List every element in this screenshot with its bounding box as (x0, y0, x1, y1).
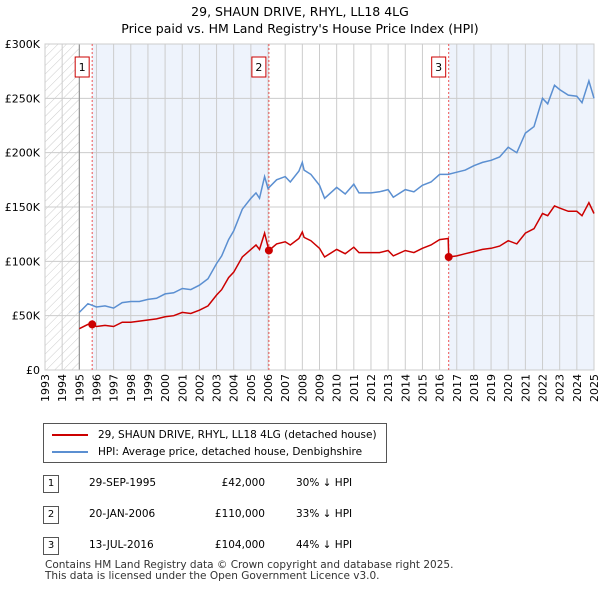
x-tick-label: 2013 (382, 374, 395, 402)
x-tick-label: 2016 (434, 374, 447, 402)
x-tick-label: 1994 (56, 374, 69, 402)
y-tick-label: £250K (5, 92, 41, 105)
sale-hpi: 33% ↓ HPI (296, 508, 353, 520)
legend-label: HPI: Average price, detached house, Denb… (98, 446, 363, 458)
sale-hpi: 44% ↓ HPI (296, 539, 353, 551)
x-tick-label: 2015 (416, 374, 429, 402)
x-tick-label: 1997 (108, 374, 121, 402)
sale-label: 1 (79, 61, 86, 74)
sale-label-box (431, 56, 447, 78)
y-tick-label: £150K (5, 201, 41, 214)
x-tick-label: 2025 (588, 374, 600, 402)
sale-point (264, 246, 273, 255)
sale-number: 3 (43, 537, 59, 555)
x-tick-label: 2024 (571, 374, 584, 402)
sale-price: £42,000 (221, 477, 265, 489)
x-tick-label: 1996 (90, 374, 103, 402)
sale-hpi: 30% ↓ HPI (296, 477, 353, 489)
x-tick-label: 2010 (331, 374, 344, 402)
x-tick-label: 2008 (296, 374, 309, 402)
sale-number: 2 (43, 506, 59, 524)
property-price-line (78, 201, 595, 330)
x-tick-label: 2020 (502, 374, 515, 402)
x-tick-label: 2017 (451, 374, 464, 402)
legend-swatch-red (52, 434, 88, 436)
sale-date: 20-JAN-2006 (89, 508, 156, 520)
x-tick-label: 2005 (245, 374, 258, 402)
x-tick-label: 2002 (193, 374, 206, 402)
x-tick-label: 2006 (262, 374, 275, 402)
x-tick-label: 2004 (228, 374, 241, 402)
hpi-line (78, 78, 595, 313)
y-tick-label: £200K (5, 147, 41, 160)
sale-date: 13-JUL-2016 (89, 539, 154, 551)
y-tick-label: £300K (5, 38, 41, 51)
sale-label-box (74, 56, 90, 78)
x-tick-label: 2012 (365, 374, 378, 402)
footer: Contains HM Land Registry data © Crown c… (45, 560, 453, 582)
legend-item-hpi: HPI: Average price, detached house, Denb… (52, 446, 362, 458)
x-tick-label: 2023 (554, 374, 567, 402)
x-tick-label: 2003 (211, 374, 224, 402)
sale-label: 2 (255, 61, 262, 74)
x-tick-label: 2000 (159, 374, 172, 402)
legend-item-property: 29, SHAUN DRIVE, RHYL, LL18 4LG (detache… (52, 429, 377, 441)
x-tick-label: 1999 (142, 374, 155, 402)
x-tick-label: 1998 (125, 374, 138, 402)
sale-point (444, 252, 453, 261)
title-line-1: 29, SHAUN DRIVE, RHYL, LL18 4LG (191, 4, 409, 19)
footer-line: Contains HM Land Registry data © Crown c… (45, 559, 454, 571)
x-tick-label: 2018 (468, 374, 481, 402)
sale-price: £110,000 (214, 508, 265, 520)
x-tick-label: 2022 (537, 374, 550, 402)
x-tick-label: 2019 (485, 374, 498, 402)
y-tick-label: £100K (5, 255, 41, 268)
x-tick-label: 2014 (399, 374, 412, 402)
table-row: 2 20-JAN-2006 £110,000 33% ↓ HPI (43, 506, 443, 524)
x-tick-label: 1995 (73, 374, 86, 402)
sale-number: 1 (43, 475, 59, 493)
title-line-2: Price paid vs. HM Land Registry's House … (121, 21, 479, 36)
sale-date: 29-SEP-1995 (89, 477, 157, 489)
footer-line: This data is licensed under the Open Gov… (45, 570, 380, 582)
y-tick-label: £50K (12, 310, 41, 323)
sale-label: 3 (435, 61, 442, 74)
legend-label: 29, SHAUN DRIVE, RHYL, LL18 4LG (detache… (98, 429, 377, 441)
chart-title: 29, SHAUN DRIVE, RHYL, LL18 4LG Price pa… (0, 3, 600, 37)
x-tick-label: 2001 (176, 374, 189, 402)
x-tick-label: 2021 (519, 374, 532, 402)
legend: 29, SHAUN DRIVE, RHYL, LL18 4LG (detache… (43, 423, 387, 463)
sale-point (88, 320, 97, 329)
x-tick-label: 1993 (39, 374, 52, 402)
sale-label-box (251, 56, 267, 78)
sale-price: £104,000 (214, 539, 265, 551)
plot-border (44, 43, 595, 371)
table-row: 1 29-SEP-1995 £42,000 30% ↓ HPI (43, 475, 443, 493)
table-row: 3 13-JUL-2016 £104,000 44% ↓ HPI (43, 537, 443, 555)
x-tick-label: 2007 (279, 374, 292, 402)
price-chart: 1993 1994 1995 1996 1997 1998 1999 2000 2001 2002… (5, 38, 600, 402)
y-tick-label: £0 (26, 364, 40, 377)
legend-swatch-blue (52, 451, 88, 453)
x-tick-label: 2009 (314, 374, 327, 402)
x-tick-label: 2011 (348, 374, 361, 402)
